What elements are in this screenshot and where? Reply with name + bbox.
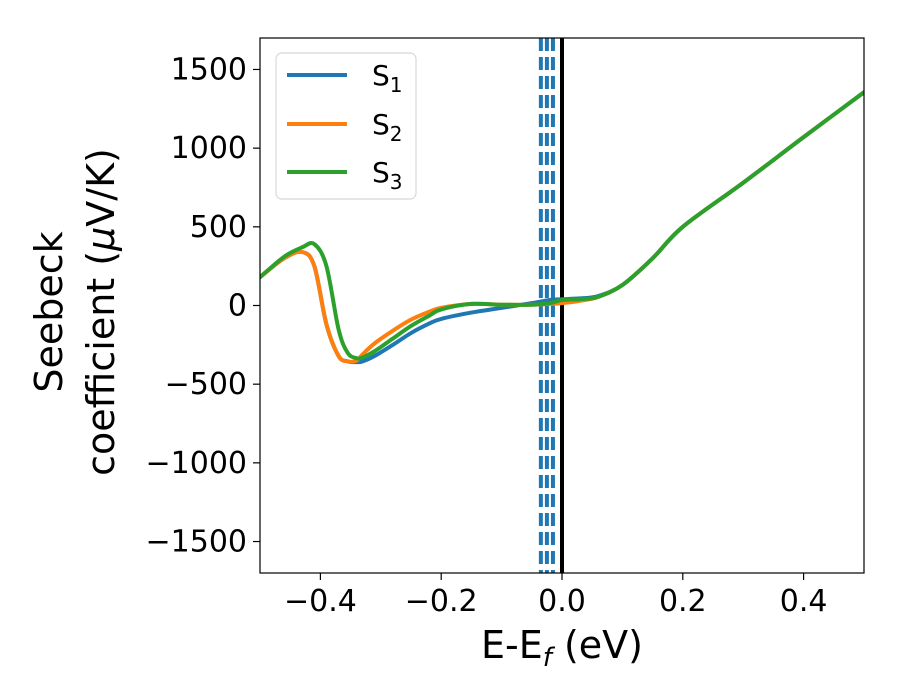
y-axis-label-mu: μ <box>79 227 123 252</box>
y-tick-label: 0 <box>228 289 247 324</box>
x-tick-label: 0.0 <box>538 584 586 619</box>
y-tick-label: 500 <box>190 210 247 245</box>
y-axis-ticks: −1500 −1000 −500 0 500 1000 1500 <box>146 52 260 560</box>
x-tick-label: 0.2 <box>659 584 707 619</box>
x-axis-ticks: −0.4 −0.2 0.0 0.2 0.4 <box>284 573 827 619</box>
legend-entry-s3: S3 <box>287 156 403 194</box>
y-axis-label-line2-pre: coefficient ( <box>79 251 123 476</box>
x-tick-label: −0.4 <box>284 584 357 619</box>
series-line-s3 <box>260 90 864 361</box>
y-tick-label: 1500 <box>171 52 247 87</box>
legend-entry-s2: S2 <box>287 108 403 146</box>
y-axis-label-line1: Seebeck <box>27 231 71 392</box>
series-layer <box>260 90 864 365</box>
x-tick-label: 0.4 <box>780 584 828 619</box>
x-axis-label: E-Ef (eV) <box>481 623 643 673</box>
y-axis-label-line2-post: V/K) <box>79 148 123 227</box>
legend-entry-s1: S1 <box>287 59 403 97</box>
x-axis-label-main: E-E <box>481 623 543 667</box>
y-tick-label: 1000 <box>171 131 247 166</box>
y-tick-label: −1000 <box>146 446 247 481</box>
legend-label-s3: S3 <box>372 156 403 194</box>
x-axis-label-unit: (eV) <box>552 623 643 667</box>
x-tick-label: −0.2 <box>405 584 478 619</box>
y-tick-label: −500 <box>165 367 247 402</box>
legend: S1 S2 S3 <box>275 52 417 200</box>
y-axis-label-line2: coefficient (μV/K) <box>79 148 123 476</box>
legend-label-s2: S2 <box>372 108 403 146</box>
legend-label-s1: S1 <box>372 59 403 97</box>
y-tick-label: −1500 <box>146 525 247 560</box>
